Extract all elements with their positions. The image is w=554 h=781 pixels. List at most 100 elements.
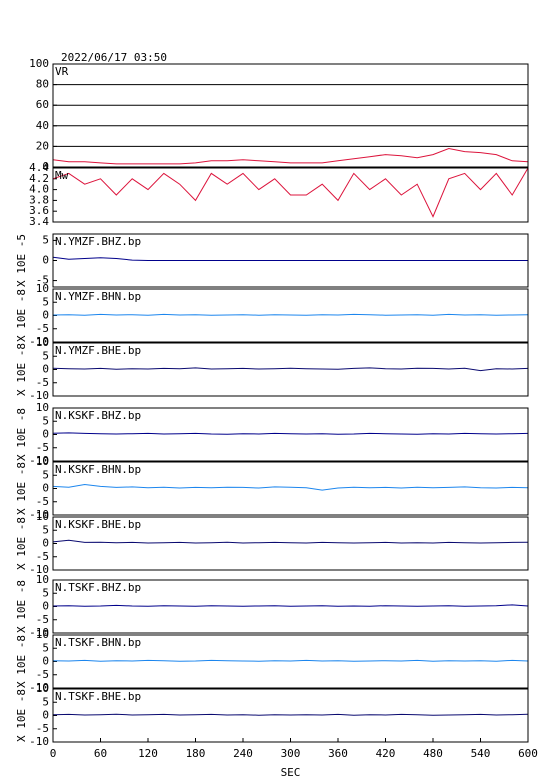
y-axis-label: X 10E -8 (15, 517, 28, 570)
y-tick-label: 20 (36, 139, 49, 152)
trace (52, 432, 529, 435)
x-tick-label: 240 (233, 747, 253, 760)
x-axis-label: SEC (281, 766, 301, 779)
trace (52, 483, 529, 491)
y-tick-label: -10 (29, 335, 49, 348)
y-tick-label: 0 (42, 537, 49, 550)
x-tick-label: 360 (328, 747, 348, 760)
trace (52, 713, 529, 716)
panel-frame (52, 579, 529, 634)
panel-label: N.YMZF.BHN.bp (55, 290, 141, 303)
trace (52, 659, 529, 662)
trace (52, 539, 529, 544)
y-axis-label: X 10E -8 (15, 408, 28, 461)
y-tick-label: -5 (36, 550, 49, 563)
panel-frame (52, 167, 529, 223)
y-tick-label: 5 (42, 586, 49, 599)
y-tick-label: 40 (36, 119, 49, 132)
panel-label: N.YMZF.BHE.bp (55, 344, 141, 357)
x-tick-label: 600 (518, 747, 538, 760)
y-tick-label: 4.0 (29, 183, 49, 196)
x-tick-label: 60 (94, 747, 107, 760)
y-tick-label: 80 (36, 78, 49, 91)
y-axis-label: X 10E -5 (15, 234, 28, 287)
y-tick-label: -10 (29, 508, 49, 521)
y-tick-label: 0 (42, 600, 49, 613)
y-tick-label: 0 (42, 709, 49, 722)
panel-label: N.KSKF.BHZ.bp (55, 409, 141, 422)
panel-frame (52, 63, 529, 168)
y-axis-label: X 10E -8 (15, 580, 28, 633)
y-tick-label: 60 (36, 98, 49, 111)
y-tick-label: -5 (36, 376, 49, 389)
panel-frame (52, 233, 529, 288)
y-tick-label: 5 (42, 295, 49, 308)
y-tick-label: 100 (29, 57, 49, 70)
trace (52, 256, 528, 261)
chart-title: 2022/06/17 03:50 (61, 51, 167, 64)
y-axis-label: X 10E -8 (15, 343, 28, 396)
y-tick-label: -5 (36, 668, 49, 681)
y-tick-label: 3.4 (29, 215, 49, 228)
y-tick-label: -10 (29, 454, 49, 467)
x-tick-label: 540 (471, 747, 491, 760)
y-tick-label: 0 (42, 428, 49, 441)
y-tick-label: 5 (42, 468, 49, 481)
y-tick-label: 5 (42, 414, 49, 427)
y-tick-label: -5 (36, 441, 49, 454)
panel-label: N.TSKF.BHE.bp (55, 690, 141, 703)
panel-label: VR (55, 65, 69, 78)
panel-label: N.TSKF.BHN.bp (55, 636, 141, 649)
panel-frame (52, 461, 529, 516)
panel-label: N.KSKF.BHN.bp (55, 463, 141, 476)
y-tick-label: 10 (36, 401, 49, 414)
y-tick-label: -5 (36, 322, 49, 335)
y-tick-label: 4.4 (29, 161, 49, 174)
panel-frame (52, 634, 529, 689)
y-tick-label: -10 (29, 563, 49, 576)
y-axis-label: X 10E -8 (15, 289, 28, 342)
y-tick-label: 5 (42, 641, 49, 654)
panel-frame (52, 407, 529, 462)
panel-label: Mw (55, 169, 69, 182)
x-tick-label: 300 (281, 747, 301, 760)
y-axis-label: X 10E -8 (15, 462, 28, 515)
y-tick-label: -5 (36, 722, 49, 735)
y-tick-label: 3.6 (29, 204, 49, 217)
y-tick-label: 0 (42, 655, 49, 668)
y-tick-label: 10 (36, 455, 49, 468)
panel-frame (52, 342, 529, 397)
y-tick-label: -5 (36, 495, 49, 508)
y-tick-label: 4.2 (29, 172, 49, 185)
y-tick-label: 5 (42, 233, 49, 246)
y-tick-label: 10 (36, 282, 49, 295)
y-tick-label: 10 (36, 628, 49, 641)
y-tick-label: 0 (42, 363, 49, 376)
y-tick-label: 5 (42, 523, 49, 536)
y-tick-label: 0 (42, 254, 49, 267)
y-tick-label: 0 (42, 160, 49, 173)
y-tick-label: -10 (29, 389, 49, 402)
y-tick-label: 10 (36, 682, 49, 695)
x-tick-label: 420 (376, 747, 396, 760)
trace (52, 147, 529, 165)
trace (52, 604, 529, 607)
x-tick-label: 0 (50, 747, 57, 760)
y-tick-label: -10 (29, 735, 49, 748)
y-axis-label: X 10E -8 (15, 635, 28, 688)
y-tick-label: 10 (36, 573, 49, 586)
y-axis-label: X 10E -8 (15, 689, 28, 742)
y-tick-label: -5 (36, 274, 49, 287)
trace (52, 313, 529, 316)
x-tick-label: 120 (138, 747, 158, 760)
y-tick-label: 5 (42, 695, 49, 708)
y-tick-label: 0 (42, 309, 49, 322)
y-tick-label: -5 (36, 613, 49, 626)
trace (52, 367, 529, 372)
x-tick-label: 180 (186, 747, 206, 760)
y-tick-label: 0 (42, 482, 49, 495)
panel-label: N.TSKF.BHZ.bp (55, 581, 141, 594)
y-tick-label: 5 (42, 349, 49, 362)
y-tick-label: -10 (29, 626, 49, 639)
panel-label: N.KSKF.BHE.bp (55, 518, 141, 531)
